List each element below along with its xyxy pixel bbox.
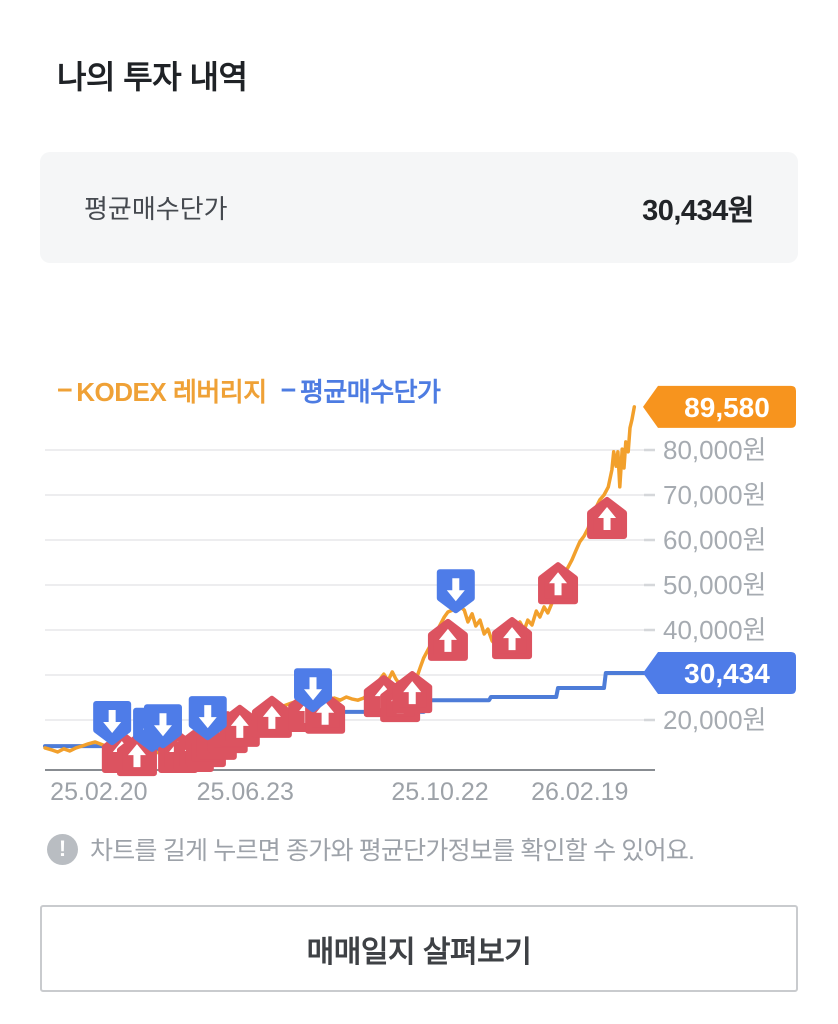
buy-arrow-up-icon [503, 627, 522, 651]
sell-arrow-down-icon [446, 578, 465, 602]
buy-arrow-up-icon [598, 506, 617, 530]
buy-arrow-up-icon [403, 681, 422, 705]
buy-arrow-up-icon [262, 705, 281, 729]
chart-info-text: 차트를 길게 누르면 종가와 평균단가정보를 확인할 수 있어요. [90, 837, 695, 865]
trade-journal-button[interactable]: 매매일지 살펴보기 [40, 905, 798, 992]
buy-arrow-up-icon [549, 572, 568, 596]
y-axis-label: 60,000원 [663, 525, 766, 555]
sell-arrow-down-icon [103, 710, 122, 734]
buy-arrow-up-icon [438, 628, 457, 652]
y-axis-label: 50,000원 [663, 570, 766, 600]
x-axis-label: 26.02.19 [531, 778, 628, 806]
avg-line-swatch-icon: − [280, 375, 297, 405]
x-axis-label: 25.02.20 [50, 778, 147, 806]
current-price-badge [643, 385, 796, 428]
avg-price-badge [643, 652, 796, 695]
x-axis-label: 25.10.22 [391, 778, 488, 806]
y-axis-label: 70,000원 [663, 480, 766, 510]
sell-arrow-down-icon [304, 677, 323, 701]
sell-arrow-down-icon [153, 713, 172, 737]
legend-kodex-label: KODEX 레버리지 [76, 377, 267, 407]
chart-canvas[interactable]: 80,000원 70,000원 60,000원 50,000원 40,000원 20,00… [0, 350, 838, 820]
page-title: 나의 투자 내역 [57, 59, 248, 95]
y-axis-label: 40,000원 [663, 615, 766, 645]
chart-info-row: ! 차트를 길게 누르면 종가와 평균단가정보를 확인할 수 있어요. [47, 831, 807, 867]
exclamation-circle-icon: ! [47, 833, 78, 865]
chart-legend: − KODEX 레버리지 − 평균매수단가 [57, 372, 454, 409]
y-axis-label: 80,000원 [663, 435, 766, 465]
kodex-line-swatch-icon: − [57, 375, 73, 405]
current-price-badge-value: 89,580 [684, 392, 770, 423]
y-axis-label: 20,000원 [663, 705, 766, 735]
avg-purchase-price-panel: 평균매수단가 30,434원 [40, 152, 798, 263]
legend-avg-price-label: 평균매수단가 [299, 377, 441, 407]
avg-price-badge-value: 30,434 [684, 658, 770, 689]
legend-item-avg-price: − 평균매수단가 [281, 372, 441, 409]
buy-arrow-up-icon [230, 714, 249, 738]
avg-purchase-price-label: 평균매수단가 [84, 194, 228, 224]
legend-item-kodex: − KODEX 레버리지 [57, 372, 267, 409]
buy-arrow-up-icon [316, 701, 335, 725]
buy-arrow-up-icon [127, 744, 146, 768]
x-axis-label: 25.06.23 [197, 778, 294, 806]
avg-purchase-price-value: 30,434원 [642, 194, 754, 227]
investment-chart[interactable]: 80,000원 70,000원 60,000원 50,000원 40,000원 20,00… [0, 350, 838, 820]
sell-arrow-down-icon [198, 705, 217, 729]
